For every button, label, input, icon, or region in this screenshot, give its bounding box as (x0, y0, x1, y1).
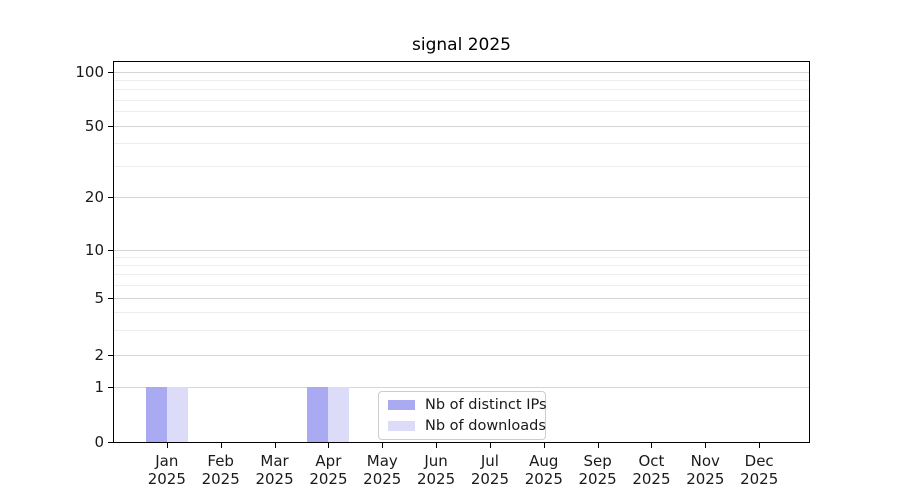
x-tick-aug (543, 443, 545, 448)
y-tick-label-10: 10 (84, 241, 104, 260)
y-tick-label-50: 50 (84, 116, 104, 135)
minor-gridline (114, 142, 809, 144)
x-tick-dec (759, 443, 761, 448)
x-tick-label-dec: Dec 2025 (740, 452, 779, 488)
minor-gridline (114, 165, 809, 167)
major-gridline-1 (114, 387, 809, 389)
x-tick-label-nov: Nov 2025 (686, 452, 725, 488)
y-tick-20 (108, 197, 113, 199)
y-tick-label-100: 100 (75, 62, 104, 81)
y-tick-label-0: 0 (94, 433, 104, 451)
x-tick-label-jun: Jun 2025 (416, 452, 456, 488)
legend-item-downloads: Nb of downloads (388, 417, 546, 435)
major-gridline-20 (114, 197, 809, 199)
bar-jan-downloads (166, 387, 188, 442)
minor-gridline (114, 111, 809, 113)
minor-gridline (114, 274, 809, 276)
x-tick-label-feb: Feb 2025 (201, 452, 240, 488)
legend-swatch-downloads (388, 421, 415, 431)
y-tick-100 (108, 71, 113, 73)
legend-item-distinct-ips: Nb of distinct IPs (388, 396, 547, 414)
minor-gridline (114, 80, 809, 82)
plot-area (113, 61, 810, 443)
y-tick-10 (108, 250, 113, 252)
major-gridline-50 (114, 125, 809, 127)
x-tick-label-jul: Jul 2025 (470, 452, 510, 488)
x-tick-mar (274, 443, 276, 448)
y-tick-label-1: 1 (94, 378, 104, 397)
legend-label-distinct-ips: Nb of distinct IPs (425, 397, 547, 413)
x-tick-apr (328, 443, 330, 448)
x-tick-label-mar: Mar 2025 (255, 452, 294, 488)
y-tick-2 (108, 355, 113, 357)
legend-label-downloads: Nb of downloads (425, 418, 546, 434)
bar-jan-distinct-ips (145, 387, 167, 442)
major-gridline-10 (114, 250, 809, 252)
x-tick-jan (166, 443, 168, 448)
x-tick-jul (489, 443, 491, 448)
legend-swatch-distinct-ips (388, 400, 415, 410)
x-tick-label-may: May 2025 (363, 452, 402, 488)
x-tick-label-jan: Jan 2025 (147, 452, 186, 488)
y-tick-50 (108, 125, 113, 127)
minor-gridline (114, 311, 809, 313)
x-tick-nov (705, 443, 707, 448)
x-tick-may (382, 443, 384, 448)
bar-apr-downloads (328, 387, 350, 442)
x-tick-label-aug: Aug 2025 (524, 452, 563, 488)
x-tick-jun (436, 443, 438, 448)
y-tick-5 (108, 297, 113, 299)
minor-gridline (114, 285, 809, 287)
y-tick-label-2: 2 (94, 346, 104, 365)
y-tick-label-5: 5 (94, 288, 104, 307)
minor-gridline (114, 99, 809, 101)
bar-apr-distinct-ips (307, 387, 329, 442)
minor-gridline (114, 89, 809, 91)
minor-gridline (114, 329, 809, 331)
y-tick-label-20: 20 (84, 188, 104, 207)
y-tick-1 (108, 387, 113, 389)
x-tick-label-oct: Oct 2025 (632, 452, 671, 488)
major-gridline-100 (114, 71, 809, 73)
minor-gridline (114, 265, 809, 267)
minor-gridline (114, 257, 809, 259)
x-tick-oct (651, 443, 653, 448)
x-tick-sep (597, 443, 599, 448)
chart-title: signal 2025 (412, 35, 511, 55)
x-tick-label-sep: Sep 2025 (578, 452, 617, 488)
legend: Nb of distinct IPs Nb of downloads (378, 391, 547, 440)
x-tick-label-apr: Apr 2025 (309, 452, 348, 488)
x-tick-feb (220, 443, 222, 448)
y-tick-0 (108, 442, 113, 443)
major-gridline-2 (114, 355, 809, 357)
major-gridline-5 (114, 297, 809, 299)
